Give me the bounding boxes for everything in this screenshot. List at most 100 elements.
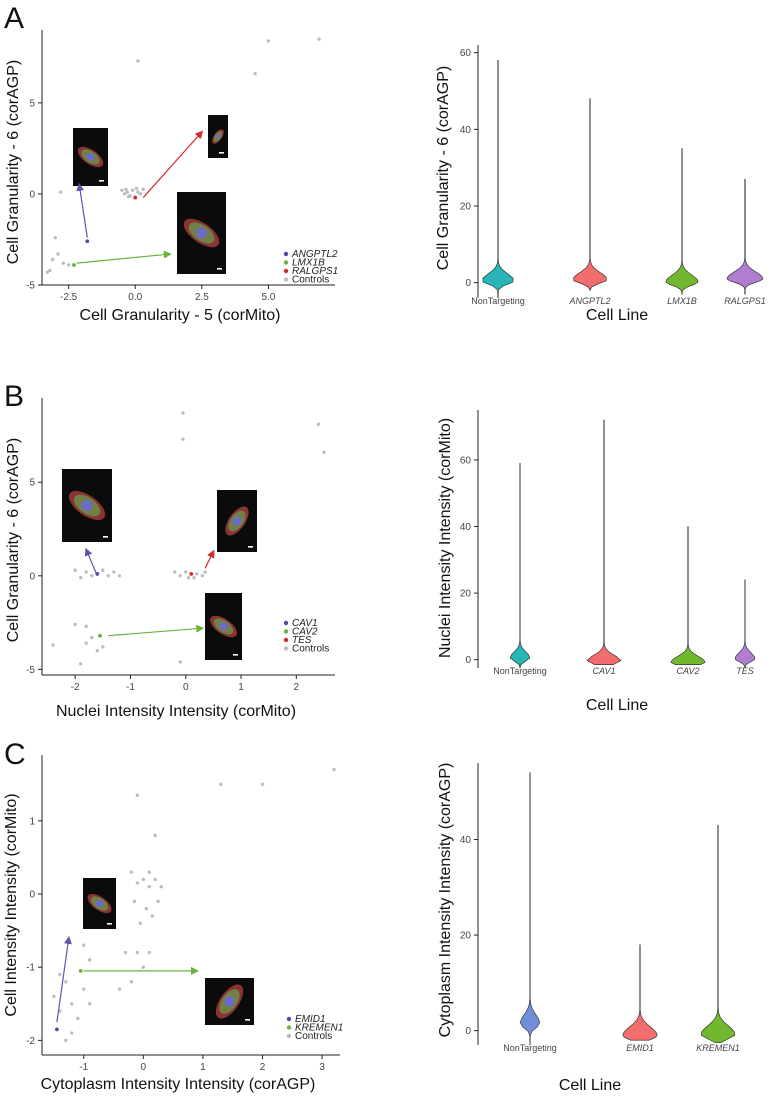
y-tick-label: 0 bbox=[29, 571, 35, 582]
x-tick-label: LMX1B bbox=[667, 296, 697, 306]
control-point bbox=[123, 950, 128, 955]
control-point bbox=[120, 188, 124, 192]
control-point bbox=[117, 987, 122, 991]
control-point bbox=[135, 881, 140, 885]
control-point bbox=[124, 187, 128, 192]
control-point bbox=[317, 37, 321, 41]
x-tick-label: NonTargeting bbox=[471, 296, 525, 306]
pointer-arrow bbox=[142, 130, 204, 198]
violin-b-axes: 0 20 40 60 NonTargeting CAV1 CAV2 TES bbox=[460, 410, 754, 676]
pointer-arrow bbox=[76, 182, 88, 238]
control-point bbox=[135, 793, 140, 797]
control-point bbox=[132, 899, 137, 904]
x-tick-label: -2.5 bbox=[60, 292, 78, 303]
pointer-arrow bbox=[76, 250, 172, 264]
cell-image-inset bbox=[217, 490, 257, 552]
violin-c-xlabel: Cell Line bbox=[559, 1077, 621, 1094]
control-point bbox=[159, 885, 163, 889]
legend-label: EMID1 bbox=[295, 1014, 326, 1025]
control-point bbox=[181, 437, 185, 441]
y-tick-label: 0 bbox=[465, 278, 471, 289]
control-point bbox=[135, 950, 140, 955]
control-point bbox=[138, 921, 143, 925]
legend-swatch bbox=[283, 620, 289, 626]
cell-nucleus bbox=[81, 500, 93, 511]
violin-b-xlabel: Cell Line bbox=[586, 697, 648, 714]
y-tick-label: 0 bbox=[465, 1026, 471, 1037]
control-point bbox=[141, 187, 145, 192]
control-point bbox=[136, 190, 140, 194]
legend-label: TES bbox=[292, 635, 312, 646]
legend-swatch bbox=[283, 637, 289, 643]
cell-nucleus bbox=[196, 227, 207, 239]
scale-bar bbox=[103, 536, 108, 538]
control-point bbox=[73, 568, 77, 572]
violin-a-axes: 0 20 40 60 NonTargeting ANGPTL2 LMX1B RALGPS1 bbox=[460, 45, 766, 306]
gene-point-ralgps1 bbox=[133, 195, 138, 200]
y-tick-label: 40 bbox=[460, 125, 472, 136]
legend-label: CAV1 bbox=[292, 618, 318, 629]
control-point bbox=[184, 570, 188, 574]
scale-bar bbox=[107, 923, 112, 925]
control-point bbox=[322, 450, 326, 454]
control-point bbox=[64, 980, 68, 984]
control-point bbox=[51, 643, 55, 647]
control-point bbox=[192, 575, 196, 580]
violin-a-ylabel: Cell Granularity - 6 (corAGP) bbox=[435, 66, 452, 271]
x-tick-label: CAV1 bbox=[592, 666, 615, 676]
x-tick-label: 2 bbox=[294, 682, 300, 693]
control-point bbox=[147, 870, 151, 874]
legend-label: KREMEN1 bbox=[295, 1023, 343, 1034]
marks-layer: ANGPTL2LMX1BRALGPS1ControlsCAV1CAV2TESCo… bbox=[45, 37, 764, 1046]
cell-nucleus bbox=[232, 516, 242, 526]
control-point bbox=[82, 943, 86, 947]
control-point bbox=[70, 1002, 74, 1006]
violin-nontargeting bbox=[509, 462, 531, 669]
gene-point-cav2 bbox=[98, 633, 102, 638]
y-tick-label: 0 bbox=[29, 189, 35, 200]
control-point bbox=[58, 190, 63, 194]
control-point bbox=[87, 958, 92, 962]
control-point bbox=[90, 635, 94, 640]
y-tick-label: 1 bbox=[29, 816, 35, 827]
control-point bbox=[178, 574, 182, 578]
x-tick-label: CAV2 bbox=[676, 666, 699, 676]
cell-nucleus bbox=[95, 899, 104, 908]
violin-b-ylabel: Nuclei Intensity Intensity (corMito) bbox=[437, 418, 454, 658]
control-point bbox=[266, 39, 271, 43]
x-tick-label: 1 bbox=[200, 1062, 206, 1073]
control-point bbox=[90, 574, 94, 578]
violin-b-shapes bbox=[509, 419, 756, 669]
control-point bbox=[129, 980, 134, 984]
control-point bbox=[52, 994, 56, 999]
y-tick-label: -2 bbox=[26, 1036, 35, 1047]
control-point bbox=[153, 833, 157, 838]
y-tick-label: -5 bbox=[26, 665, 35, 676]
scatter-b-points bbox=[51, 411, 326, 666]
violin-kremen1 bbox=[700, 824, 736, 1043]
violin-angptl2 bbox=[573, 98, 607, 291]
control-point bbox=[136, 59, 140, 63]
control-point bbox=[129, 870, 134, 874]
cell-nucleus bbox=[219, 622, 228, 631]
violin-nontargeting bbox=[519, 772, 541, 1046]
scatter-c-points bbox=[52, 767, 336, 1043]
violin-c-ylabel: Cytoplasm Intensity Intensity (corAGP) bbox=[437, 763, 454, 1038]
cell-nucleus bbox=[224, 996, 235, 1007]
panel-letter-b: B bbox=[4, 380, 24, 413]
control-point bbox=[87, 1002, 92, 1006]
legend-label: LMX1B bbox=[292, 258, 325, 269]
control-point bbox=[76, 1016, 80, 1021]
control-point bbox=[141, 877, 146, 882]
control-point bbox=[153, 877, 157, 882]
x-tick-label: 0 bbox=[141, 1062, 147, 1073]
y-tick-label: 5 bbox=[29, 98, 35, 109]
control-point bbox=[195, 572, 199, 576]
control-point bbox=[61, 261, 66, 265]
gene-point-lmx1b bbox=[72, 263, 76, 267]
legend-label: CAV2 bbox=[292, 627, 318, 638]
cell-nucleus bbox=[215, 134, 221, 139]
x-tick-label: ANGPTL2 bbox=[568, 296, 610, 306]
control-point bbox=[200, 574, 205, 578]
